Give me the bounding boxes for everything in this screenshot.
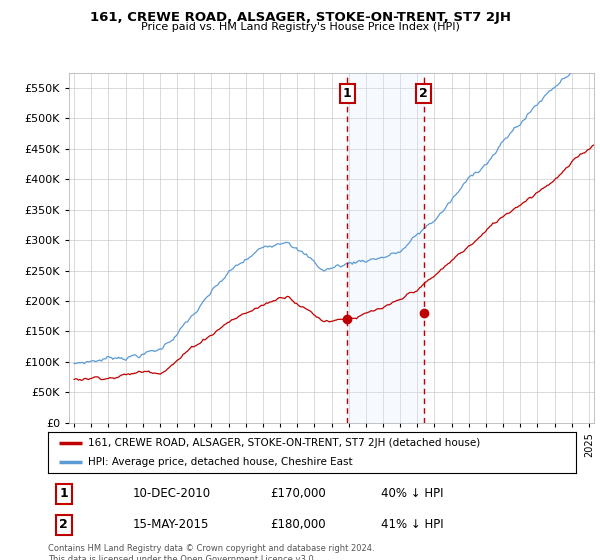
Text: 1: 1 [59,487,68,500]
Text: £180,000: £180,000 [270,518,325,531]
Text: £170,000: £170,000 [270,487,326,500]
Text: 15-MAY-2015: 15-MAY-2015 [133,518,209,531]
Text: 1: 1 [343,87,352,100]
Text: 2: 2 [59,518,68,531]
Text: Contains HM Land Registry data © Crown copyright and database right 2024.
This d: Contains HM Land Registry data © Crown c… [48,544,374,560]
Bar [347,73,424,423]
Text: 41% ↓ HPI: 41% ↓ HPI [380,518,443,531]
Text: 161, CREWE ROAD, ALSAGER, STOKE-ON-TRENT, ST7 2JH: 161, CREWE ROAD, ALSAGER, STOKE-ON-TRENT… [89,11,511,24]
Text: 40% ↓ HPI: 40% ↓ HPI [380,487,443,500]
Text: 10-DEC-2010: 10-DEC-2010 [133,487,211,500]
Text: 161, CREWE ROAD, ALSAGER, STOKE-ON-TRENT, ST7 2JH (detached house): 161, CREWE ROAD, ALSAGER, STOKE-ON-TRENT… [88,438,480,449]
Text: Price paid vs. HM Land Registry's House Price Index (HPI): Price paid vs. HM Land Registry's House … [140,22,460,32]
Text: HPI: Average price, detached house, Cheshire East: HPI: Average price, detached house, Ches… [88,457,352,467]
Text: 2: 2 [419,87,428,100]
